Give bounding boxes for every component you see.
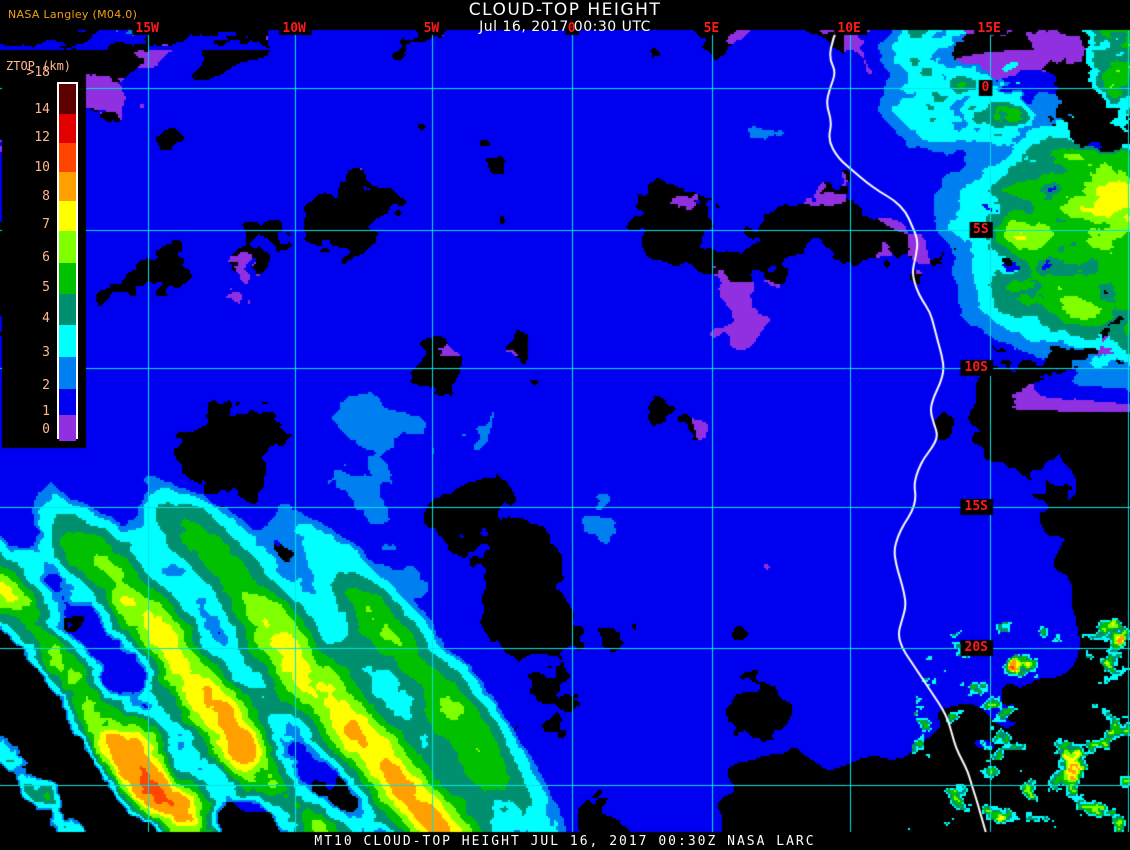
colorbar-band-4 bbox=[59, 325, 76, 357]
colorbar-band-7 bbox=[59, 231, 76, 263]
colorbar-band-3 bbox=[59, 357, 76, 389]
colorbar-title: ZTOP (km) bbox=[6, 59, 72, 73]
colorbar-tick: 10 bbox=[34, 160, 50, 175]
colorbar-tick: 7 bbox=[42, 217, 50, 232]
colorbar-tick: 3 bbox=[42, 345, 50, 360]
colorbar-band-14 bbox=[59, 114, 76, 143]
lat-label-0: 0 bbox=[981, 80, 990, 95]
lon-label-15W: 15W bbox=[135, 21, 159, 36]
colorbar-tick: 14 bbox=[34, 102, 50, 117]
colorbar-tick: >18 bbox=[26, 65, 50, 80]
colorbar-tick: 5 bbox=[42, 280, 50, 295]
lon-label-10W: 10W bbox=[282, 21, 306, 36]
colorbar-band-10 bbox=[59, 172, 76, 201]
colorbar bbox=[57, 82, 78, 441]
colorbar-tick: 4 bbox=[42, 311, 50, 326]
colorbar-band-8 bbox=[59, 201, 76, 231]
lat-label-15S: 15S bbox=[964, 499, 988, 514]
status-bar: MT10 CLOUD-TOP HEIGHT JUL 16, 2017 00:30… bbox=[314, 834, 816, 849]
lat-label-5S: 5S bbox=[973, 222, 989, 237]
page-title: CLOUD-TOP HEIGHT bbox=[468, 0, 662, 20]
brand-label: NASA Langley (M04.0) bbox=[8, 8, 138, 21]
colorbar-tick: 0 bbox=[42, 422, 50, 437]
colorbar-band-5 bbox=[59, 294, 76, 325]
lat-label-20S: 20S bbox=[964, 640, 988, 655]
lat-label-10S: 10S bbox=[964, 360, 988, 375]
colorbar-tick: 8 bbox=[42, 189, 50, 204]
page-subtitle: Jul 16, 2017 00:30 UTC bbox=[479, 19, 651, 35]
colorbar-tick: 2 bbox=[42, 378, 50, 393]
lon-label-0: 0 bbox=[567, 21, 576, 36]
colorbar-tick: 6 bbox=[42, 250, 50, 265]
colorbar-band-gt18 bbox=[59, 84, 76, 114]
colorbar-band-1 bbox=[59, 415, 76, 441]
lon-label-5W: 5W bbox=[423, 21, 440, 36]
lon-label-5E: 5E bbox=[703, 21, 720, 36]
colorbar-band-6 bbox=[59, 263, 76, 294]
lon-label-15E: 15E bbox=[977, 21, 1001, 36]
colorbar-band-2 bbox=[59, 389, 76, 415]
colorbar-tick: 1 bbox=[42, 404, 50, 419]
colorbar-band-12 bbox=[59, 143, 76, 172]
lon-label-10E: 10E bbox=[837, 21, 861, 36]
colorbar-tick: 12 bbox=[34, 130, 50, 145]
